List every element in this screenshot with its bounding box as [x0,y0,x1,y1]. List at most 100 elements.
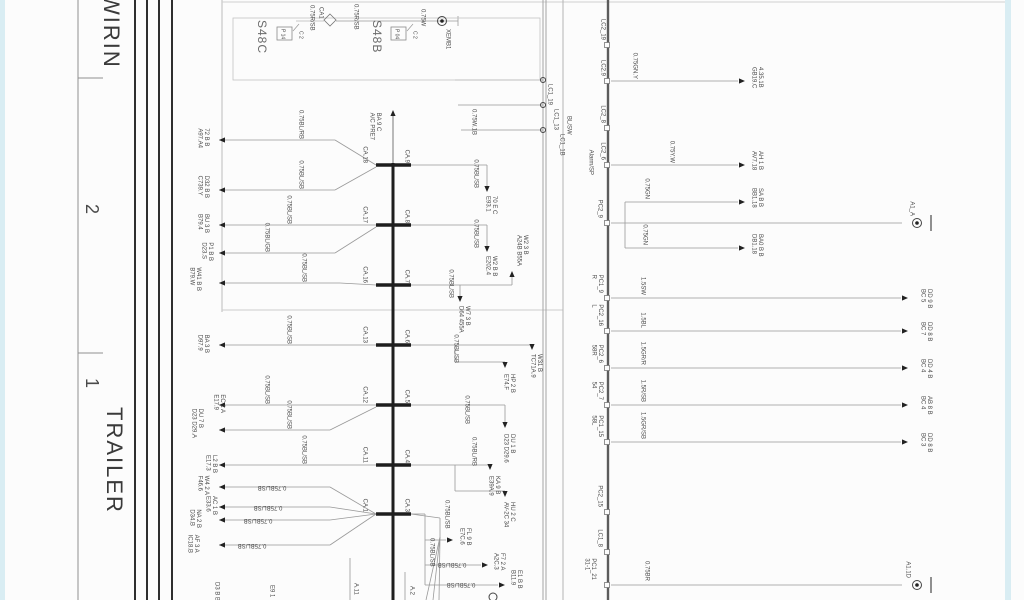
ground-point-icon [437,16,447,26]
splice-label: XEMB1 [444,29,451,50]
terminal-label-line: W41 B B [195,267,202,291]
bus-pin-icon [604,42,610,48]
terminal-label-line: W7 3 B [464,306,471,326]
wire-gauge-label: 0.75BL/RB [470,436,477,466]
wire-arrow-icon [219,427,225,433]
terminal-label: E1 B B B11.9 [509,570,523,589]
terminal-label-line: B79.4 [196,213,203,230]
wire-gauge-label: 0.75BL/SB [472,159,479,188]
wire-arrow-icon [219,462,225,468]
terminal-label: HP 2 B E74.F [502,374,516,393]
terminal-label: BA 3 B D97.9 [196,335,210,353]
wire-arrow-icon [499,582,505,588]
terminal-label: L2 B B E17.3 [204,454,218,473]
terminal-label-line: BU 3 B [203,213,210,233]
terminal-label: DD 9 B BC 5 [919,289,933,308]
terminal-label-line: A97.A4 [196,128,203,148]
terminal-label-line: L2 B B [211,454,218,473]
terminal-label-line: KA 9 B [494,476,501,495]
bus-pin-label: CA.3 [403,498,410,512]
terminal-label: W2 3 B A24B B55A [515,235,529,266]
terminal-label-line: AV-2C 34 [502,502,509,528]
terminal-label-line: BA0 B B [757,234,764,257]
connector-point-icon [540,77,546,83]
wire-arrow-icon [219,517,225,523]
bus-pin-label-line: PC1_21 [590,558,597,580]
bus-pin-label: CA.17 [361,206,368,223]
terminal-label-line: 70 E C [491,196,498,215]
wire-arrow-icon [457,296,463,302]
wire-gauge-label: 0.75BL/SB [285,315,292,344]
bus-pin-label-line: PC2_6 [597,344,604,363]
wire-gauge-label: 0.75R/SB [352,4,359,30]
wire-arrow-icon [219,484,225,490]
wire-gauge-label: 0.75BL/SB [472,219,479,248]
terminal-label-line: AV7.18 [750,151,757,171]
terminal-label-line: TC71A.9 [529,354,536,378]
bus-pin-label: LC2.9 [599,59,606,76]
bus-pin-label: PC2_7 54 [590,381,604,400]
bus-pin-label-line: PC2_16 [597,304,604,326]
bus-pin-label: CA.1 [361,498,368,512]
terminal-label: DU 7 B D23 D29.A [190,408,204,438]
terminal-label: SA B B BB1.18 [750,188,764,208]
connector-label: LC1_1B [558,134,565,156]
terminal-label-line: DD 8 B [926,322,933,342]
wire-gauge-label: 0.75BL/SB [443,500,450,529]
bus-pin-label: PC1_21 31-1 [583,558,597,580]
terminal-label-line: A/C PRE7 [368,112,375,140]
terminal-label-line: SA B B [757,188,764,208]
page-edge-strip [0,0,5,600]
connector-box [390,26,407,41]
wire-gauge-label: 1.5SW [639,276,646,295]
terminal-label-line: A2C.3 [492,553,499,570]
bus-pin-label: Alarm/SP [587,149,594,175]
terminal-label-line: B11.9 [509,570,516,586]
terminal-label-line: AF 3 A [193,534,200,553]
bus-pin-label: CA.12 [361,386,368,403]
ground-point-icon [912,218,922,228]
terminal-label-line: DD 8 B [926,433,933,453]
bus-pin-label: CA.16 [361,266,368,283]
wire-gauge-label: 0.75BL/SB [243,517,273,524]
wire-arrow-icon [219,187,225,193]
terminal-label-line: BA 9 C [375,112,382,132]
ground-label: A1_A [908,201,915,216]
wire-gauge-label: 1.5GR/SB [639,411,646,439]
bus-pin-label: A.2 [408,586,415,596]
terminal-label: F7 2 A A2C.3 [492,553,506,571]
wire-line [438,536,441,600]
wire-arrow-icon [502,422,508,428]
wire-arrow-icon [482,562,488,568]
wire-arrow-icon [902,402,908,408]
wire-arrow-icon [219,504,225,510]
bus-pin-label-line: PC2_7 [597,381,604,400]
terminal-label-line: C739.Y [196,175,203,196]
zone-number-2: 2 [82,204,102,215]
wire-gauge-label: 0.75BL/SB [463,395,470,424]
terminal-label: BA 9 C A/C PRE7 [368,112,382,140]
terminal-label-line: F7 2 A [499,553,506,571]
bus-pin-label: CA.6 [403,329,410,343]
connector-box [276,26,293,41]
terminal-label: HU 2 C AV-2C 34 [502,502,516,528]
bus-pin-label: CA.13 [361,326,368,343]
bus-pin-label-line: PC1_15 [597,415,604,437]
wire-gauge-label: 0.75BL/SB [446,581,476,588]
terminal-label-line: DU 7 B [197,408,204,428]
bus-pin-icon [604,402,610,408]
wire-arrow-icon [219,280,225,286]
terminal-label-line: E39A.9 [487,476,494,496]
bus-pin-icon [604,125,610,131]
ground-point-dot-icon [915,221,919,225]
wire-gauge-label: 0.75GN [643,178,650,199]
wire-arrow-icon [219,342,225,348]
wire-gauge-label: 0.75BL/SB [263,375,270,404]
terminal-label-line: HP 2 B [509,374,516,393]
wire-arrow-icon [502,491,508,497]
bus-pin-icon [604,220,610,226]
terminal-label: D3 B B [213,582,220,600]
connector-point-icon [488,592,498,600]
